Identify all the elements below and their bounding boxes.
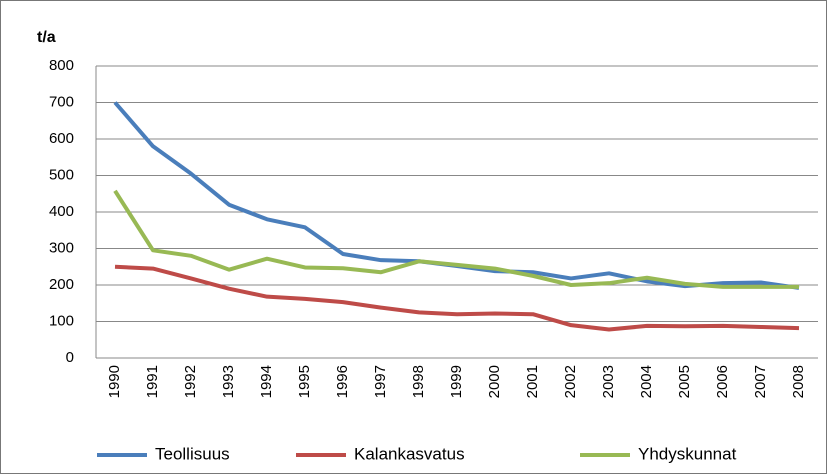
y-tick-label: 700 [49,93,74,110]
y-tick-label: 200 [49,276,74,293]
y-tick-label: 100 [49,312,74,329]
legend-label: Kalankasvatus [354,444,465,463]
x-tick-label: 1993 [220,365,237,398]
x-tick-label: 2000 [486,365,503,398]
x-tick-label: 2005 [676,365,693,398]
x-tick-label: 2003 [600,365,617,398]
x-tick-label: 1997 [372,365,389,398]
x-tick-label: 1990 [106,365,123,398]
series-line [113,189,799,289]
x-tick-label: 1996 [334,365,351,398]
x-tick-label: 2002 [562,365,579,398]
y-tick-label: 600 [49,130,74,147]
x-tick-label: 1999 [448,365,465,398]
y-tick-label: 500 [49,166,74,183]
x-tick-label: 2007 [752,365,769,398]
series-line [114,264,800,332]
x-tick-label: 2006 [714,365,731,398]
y-tick-label: 400 [49,203,74,220]
legend-label: Yhdyskunnat [638,444,737,463]
x-tick-label: 1998 [410,365,427,398]
y-tick-label: 0 [66,349,74,366]
y-tick-label: 800 [49,57,74,74]
x-tick-label: 1992 [182,365,199,398]
y-tick-label: 300 [49,239,74,256]
x-tick-label: 1994 [258,365,275,398]
x-tick-label: 2004 [638,365,655,398]
y-axis-label: t/a [37,29,56,46]
x-tick-label: 1995 [296,365,313,398]
legend-label: Teollisuus [155,444,230,463]
x-tick-label: 2001 [524,365,541,398]
x-tick-label: 1991 [144,365,161,398]
x-tick-label: 2008 [790,365,807,398]
